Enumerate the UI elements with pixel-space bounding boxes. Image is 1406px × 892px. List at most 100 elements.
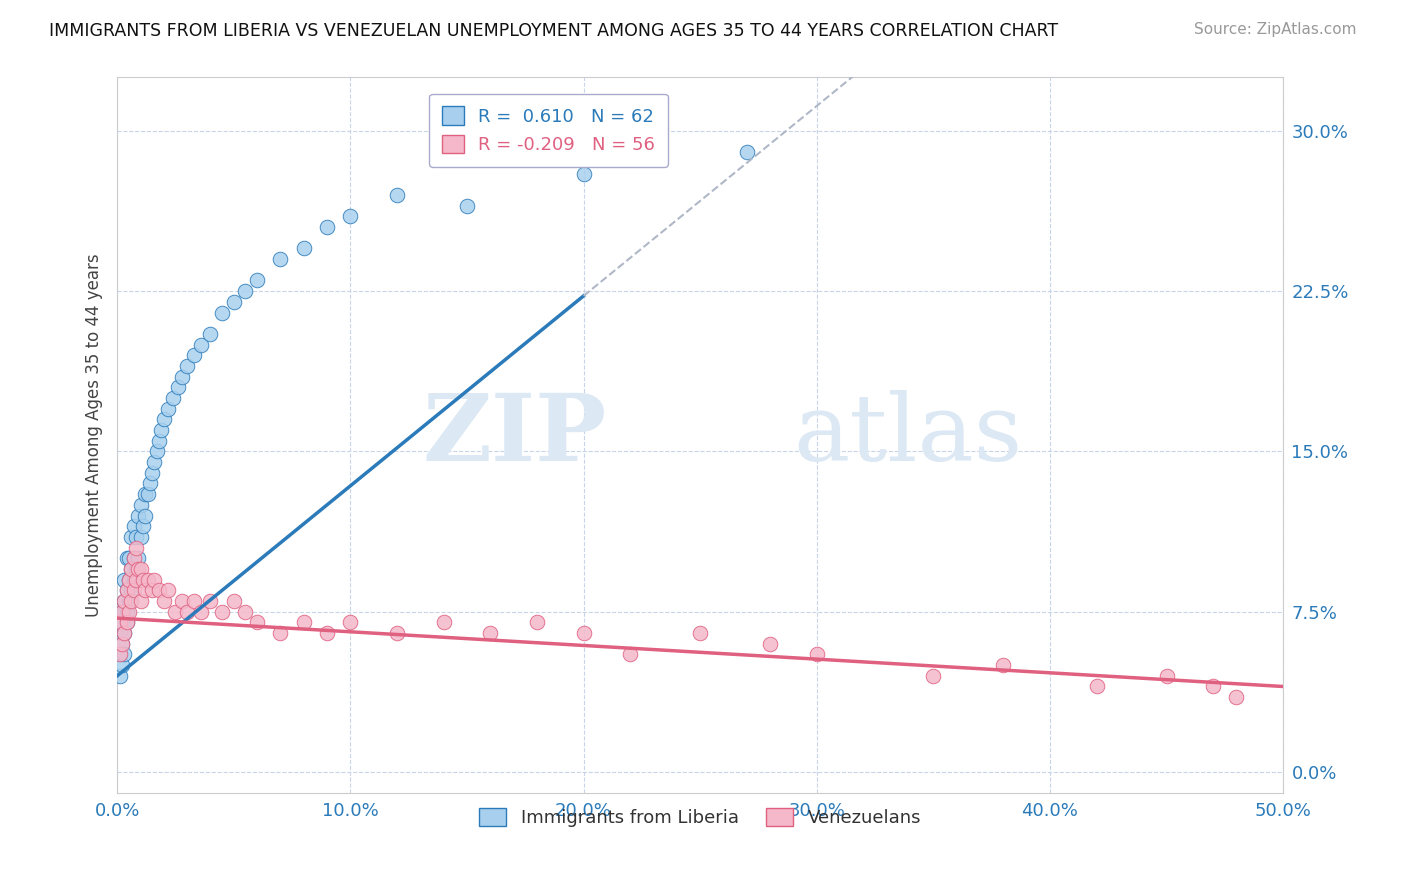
Point	[759, 637, 782, 651]
Point	[172, 594, 194, 608]
Point	[153, 412, 176, 426]
Point	[200, 594, 222, 608]
Point	[118, 573, 141, 587]
Point	[134, 508, 156, 523]
Point	[122, 573, 145, 587]
Point	[111, 605, 134, 619]
Point	[143, 573, 166, 587]
Point	[153, 594, 176, 608]
Point	[115, 583, 138, 598]
Point	[572, 626, 595, 640]
Point	[269, 252, 291, 266]
Point	[120, 583, 142, 598]
Point	[134, 583, 156, 598]
Point	[132, 519, 155, 533]
Point	[162, 391, 184, 405]
Text: ZIP: ZIP	[423, 391, 607, 481]
Point	[146, 444, 169, 458]
Point	[111, 637, 134, 651]
Point	[316, 626, 339, 640]
Point	[112, 573, 135, 587]
Point	[993, 658, 1015, 673]
Point	[115, 583, 138, 598]
Point	[211, 305, 233, 319]
Point	[222, 594, 245, 608]
Point	[127, 551, 149, 566]
Point	[157, 583, 180, 598]
Point	[222, 294, 245, 309]
Point	[1156, 669, 1178, 683]
Point	[176, 359, 198, 373]
Point	[136, 487, 159, 501]
Point	[572, 167, 595, 181]
Point	[115, 605, 138, 619]
Point	[619, 648, 641, 662]
Point	[433, 615, 456, 630]
Point	[120, 562, 142, 576]
Point	[292, 241, 315, 255]
Point	[118, 605, 141, 619]
Point	[157, 401, 180, 416]
Point	[292, 615, 315, 630]
Point	[108, 648, 131, 662]
Point	[118, 551, 141, 566]
Point	[108, 648, 131, 662]
Point	[122, 551, 145, 566]
Point	[112, 626, 135, 640]
Point	[111, 615, 134, 630]
Point	[122, 519, 145, 533]
Point	[134, 487, 156, 501]
Point	[125, 573, 148, 587]
Point	[235, 284, 257, 298]
Point	[122, 583, 145, 598]
Point	[385, 188, 408, 202]
Point	[190, 605, 212, 619]
Point	[118, 594, 141, 608]
Point	[385, 626, 408, 640]
Point	[141, 583, 163, 598]
Point	[246, 273, 269, 287]
Point	[165, 605, 187, 619]
Point	[1085, 680, 1108, 694]
Text: Source: ZipAtlas.com: Source: ZipAtlas.com	[1194, 22, 1357, 37]
Point	[176, 605, 198, 619]
Point	[148, 434, 170, 448]
Point	[190, 337, 212, 351]
Point	[166, 380, 188, 394]
Y-axis label: Unemployment Among Ages 35 to 44 years: Unemployment Among Ages 35 to 44 years	[86, 253, 103, 617]
Point	[108, 626, 131, 640]
Point	[806, 648, 828, 662]
Point	[108, 669, 131, 683]
Point	[211, 605, 233, 619]
Point	[120, 594, 142, 608]
Point	[316, 220, 339, 235]
Point	[112, 594, 135, 608]
Point	[141, 466, 163, 480]
Point	[112, 626, 135, 640]
Point	[136, 573, 159, 587]
Text: atlas: atlas	[793, 391, 1022, 481]
Point	[339, 210, 361, 224]
Point	[115, 615, 138, 630]
Point	[183, 348, 205, 362]
Point	[112, 594, 135, 608]
Point	[456, 199, 478, 213]
Point	[526, 615, 548, 630]
Point	[111, 605, 134, 619]
Point	[122, 551, 145, 566]
Point	[235, 605, 257, 619]
Point	[125, 530, 148, 544]
Point	[129, 562, 152, 576]
Point	[1202, 680, 1225, 694]
Point	[689, 626, 711, 640]
Point	[120, 530, 142, 544]
Point	[125, 541, 148, 555]
Point	[112, 605, 135, 619]
Point	[120, 562, 142, 576]
Point	[200, 326, 222, 341]
Point	[339, 615, 361, 630]
Point	[269, 626, 291, 640]
Point	[143, 455, 166, 469]
Point	[183, 594, 205, 608]
Point	[118, 573, 141, 587]
